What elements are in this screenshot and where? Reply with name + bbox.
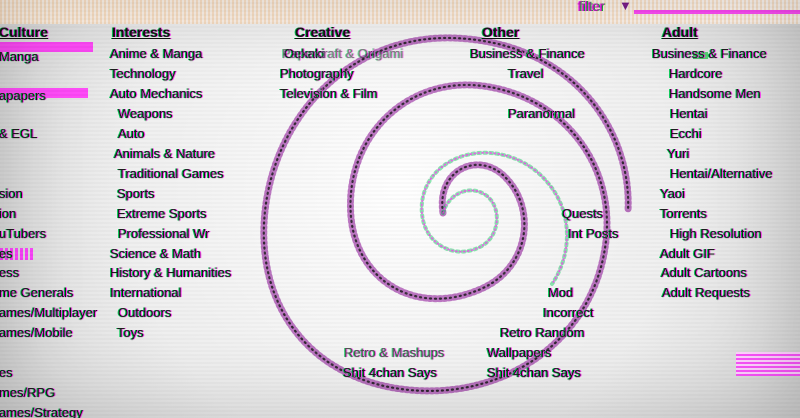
- culture-item[interactable]: Manga: [0, 49, 39, 64]
- interests-item[interactable]: Professional Wr: [118, 226, 210, 241]
- glitch-bar: [0, 42, 93, 52]
- overlay-item[interactable]: Shit 4chan Says: [487, 365, 581, 380]
- other-title: Other: [482, 24, 520, 40]
- glitch-bar: [736, 352, 800, 376]
- interests-item[interactable]: Science & Math: [110, 246, 202, 261]
- culture-item[interactable]: apapers: [0, 88, 46, 103]
- other-item[interactable]: Int Posts: [568, 226, 619, 241]
- culture-item[interactable]: ion: [0, 206, 17, 221]
- other-item[interactable]: Paranormal: [508, 106, 576, 121]
- adult-title: Adult: [662, 24, 698, 40]
- culture-item[interactable]: sion: [0, 186, 23, 201]
- other-item[interactable]: Retro Random: [500, 325, 585, 340]
- interests-item[interactable]: International: [110, 285, 182, 300]
- adult-item[interactable]: Adult Cartoons: [661, 265, 747, 280]
- other-item[interactable]: Incorrect: [543, 305, 594, 320]
- interests-item[interactable]: Auto Mechanics: [110, 86, 203, 101]
- adult-item[interactable]: Yaoi: [660, 186, 686, 201]
- glitch-bar: [0, 88, 88, 98]
- creative-item[interactable]: Television & Film: [280, 86, 378, 101]
- interests-item[interactable]: Technology: [110, 66, 176, 81]
- culture-item[interactable]: me Generals: [0, 285, 74, 300]
- glitch-bar: [693, 52, 708, 59]
- culture-item[interactable]: es: [0, 246, 13, 261]
- interests-title: Interests: [112, 24, 171, 40]
- interests-item[interactable]: Traditional Games: [118, 166, 224, 181]
- interests-item[interactable]: Toys: [117, 325, 144, 340]
- creative-item[interactable]: Papercraft & Origami: [282, 46, 404, 61]
- culture-title: Culture: [0, 24, 48, 40]
- interests-item[interactable]: Anime & Manga: [110, 46, 203, 61]
- other-item[interactable]: Quests: [562, 206, 604, 221]
- interests-item[interactable]: History & Humanities: [110, 265, 232, 280]
- culture-item[interactable]: ames/Mobile: [0, 325, 73, 340]
- adult-item[interactable]: Ecchi: [670, 126, 702, 141]
- adult-item[interactable]: Torrents: [660, 206, 707, 221]
- interests-item[interactable]: Extreme Sports: [117, 206, 207, 221]
- other-item[interactable]: Mod: [548, 285, 574, 300]
- adult-item[interactable]: Yuri: [667, 146, 690, 161]
- adult-item[interactable]: Hentai: [670, 106, 708, 121]
- culture-item[interactable]: uTubers: [0, 226, 47, 241]
- interests-item[interactable]: Sports: [117, 186, 155, 201]
- creative-title: Creative: [295, 24, 351, 40]
- culture-item[interactable]: ess: [0, 265, 20, 280]
- other-item[interactable]: Shit 4chan Says: [487, 365, 581, 380]
- glitch-bar: [0, 248, 34, 260]
- culture-item[interactable]: ames/Strategy: [0, 405, 83, 418]
- creative-item[interactable]: Photography: [280, 66, 354, 81]
- adult-item[interactable]: Adult Requests: [662, 285, 751, 300]
- overlay-item[interactable]: Retro & Mashups: [344, 345, 445, 360]
- culture-item[interactable]: es: [0, 365, 13, 380]
- culture-item[interactable]: ames/Multiplayer: [0, 305, 98, 320]
- adult-item[interactable]: Adult GIF: [660, 246, 715, 261]
- adult-item[interactable]: Hentai/Alternative: [670, 166, 773, 181]
- culture-item[interactable]: mes/RPG: [0, 385, 56, 400]
- creative-item[interactable]: Oekaki: [284, 46, 325, 61]
- other-item[interactable]: Business & Finance: [470, 46, 585, 61]
- interests-item[interactable]: Weapons: [118, 106, 173, 121]
- adult-item[interactable]: Business & Finance: [652, 46, 767, 61]
- adult-item[interactable]: Hardcore: [669, 66, 723, 81]
- adult-item[interactable]: Handsome Men: [669, 86, 761, 101]
- filter-link[interactable]: filter: [578, 0, 605, 14]
- interests-item[interactable]: Animals & Nature: [114, 146, 216, 161]
- other-item[interactable]: Travel: [508, 66, 544, 81]
- culture-item[interactable]: & EGL: [0, 126, 38, 141]
- filter-dropdown-icon[interactable]: ▼: [619, 0, 632, 13]
- glitch-bar: [634, 10, 800, 14]
- adult-item[interactable]: High Resolution: [670, 226, 762, 241]
- overlay-item[interactable]: Shit 4chan Says: [343, 365, 437, 380]
- other-item[interactable]: Wallpapers: [487, 345, 552, 360]
- interests-item[interactable]: Outdoors: [118, 305, 172, 320]
- interests-item[interactable]: Auto: [118, 126, 145, 141]
